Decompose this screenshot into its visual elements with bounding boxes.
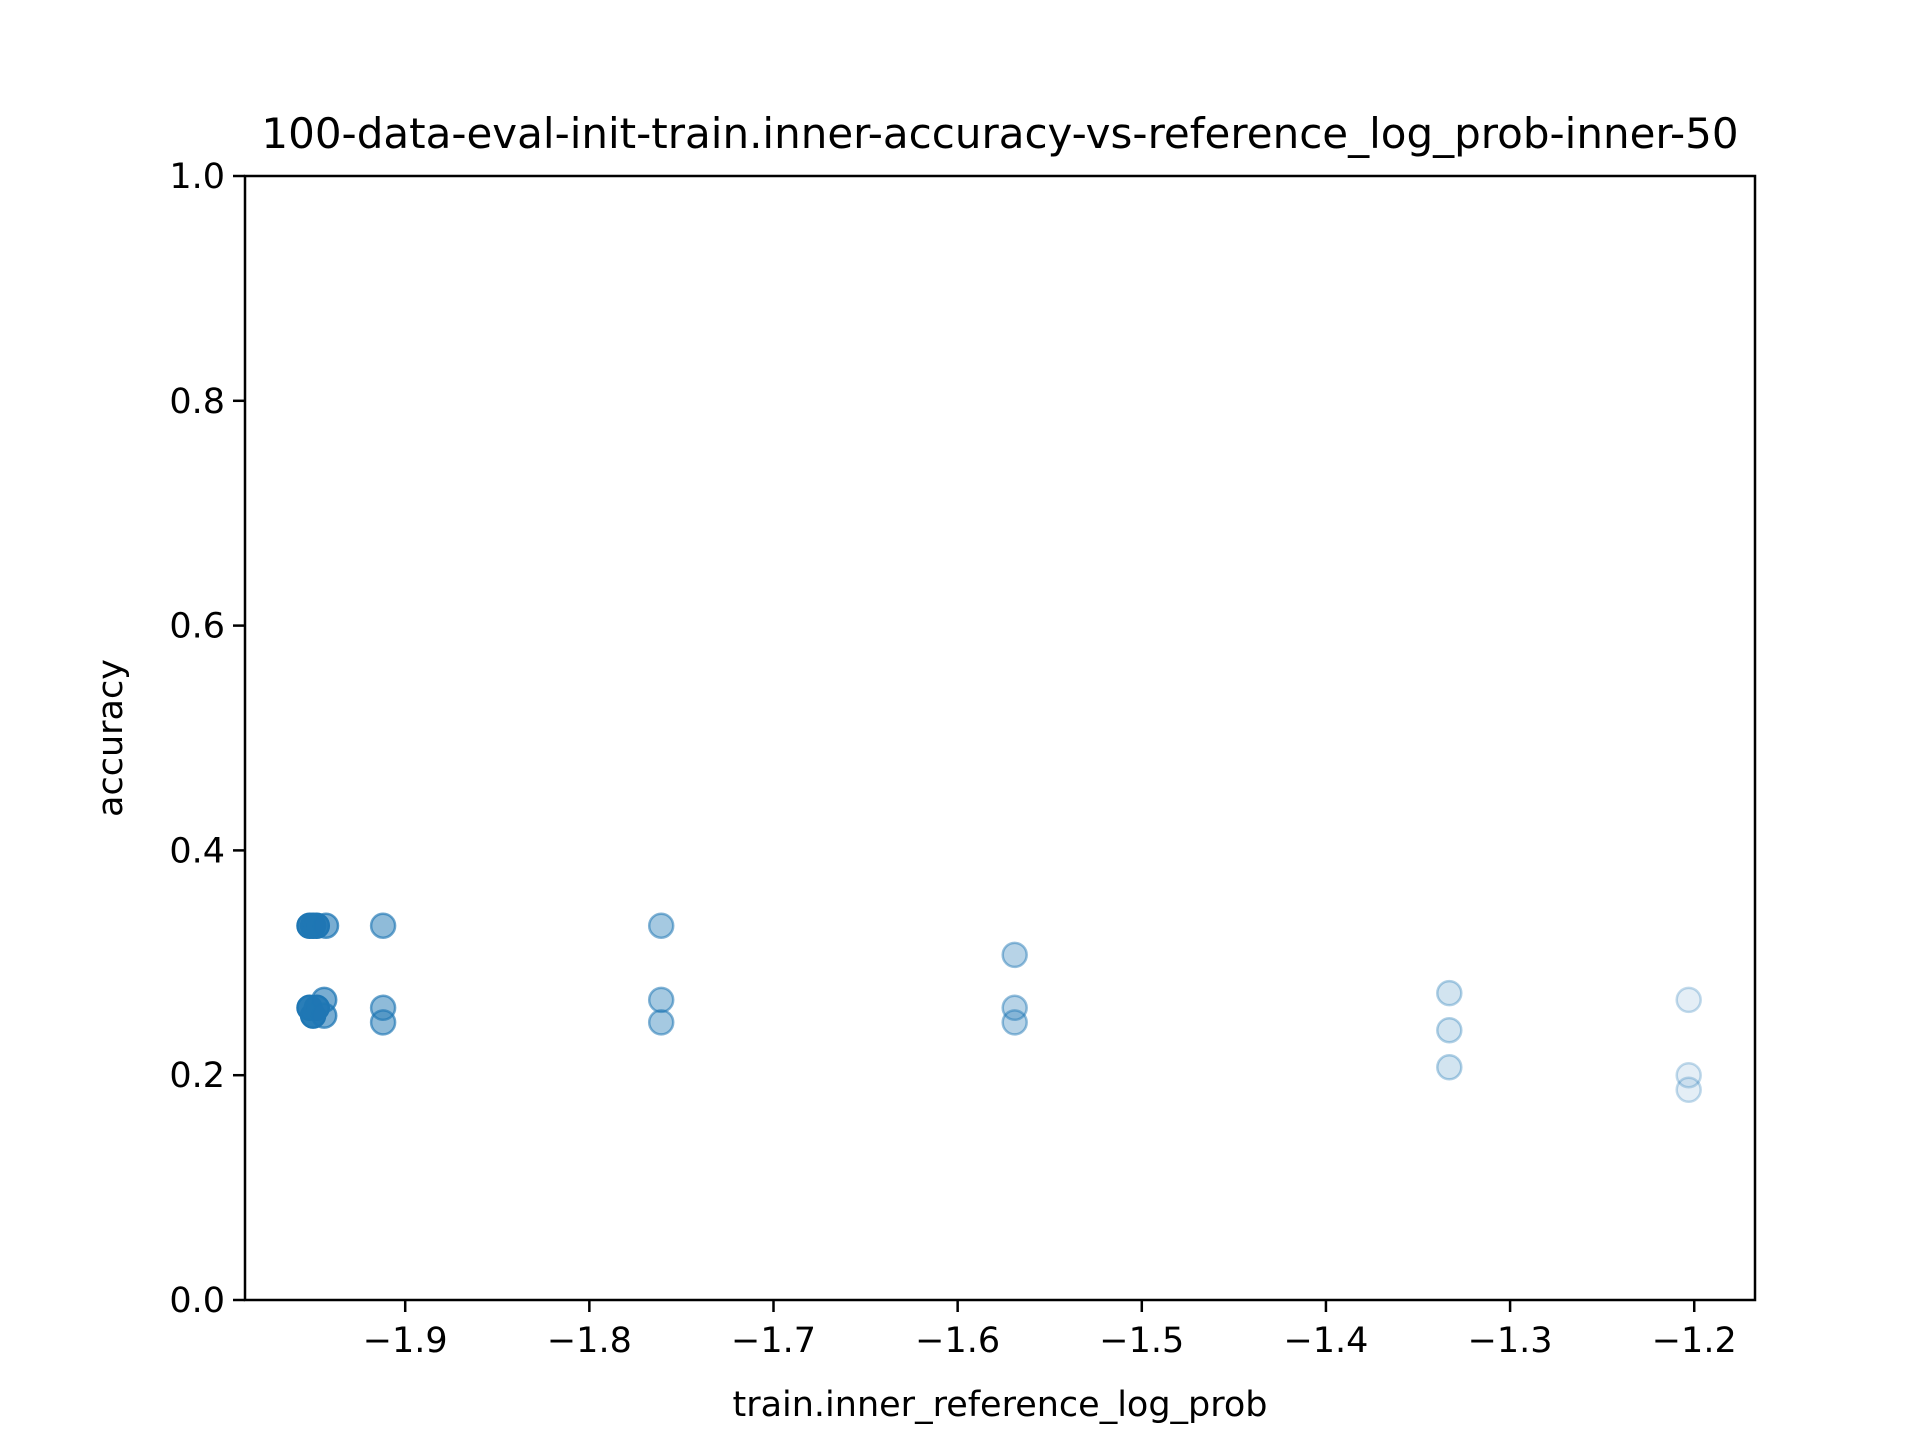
x-tick-label-5: −1.4 [1283, 1321, 1368, 1361]
y-axis-label: accuracy [91, 659, 131, 817]
data-point-23 [1675, 1076, 1702, 1104]
data-point-17 [1001, 1009, 1028, 1036]
data-point-9 [369, 912, 397, 939]
y-axis-ticks: 0.0 0.2 0.4 0.6 0.8 1.0 [169, 157, 245, 1321]
x-axis-ticks: −1.9 −1.8 −1.7 −1.6 −1.5 −1.4 −1.3 −1.2 [363, 1300, 1737, 1361]
chart-title: 100-data-eval-init-train.inner-accuracy-… [261, 109, 1738, 158]
data-point-19 [1436, 1016, 1463, 1044]
y-tick-label-1: 0.2 [169, 1056, 225, 1096]
x-tick-label-6: −1.3 [1468, 1321, 1553, 1361]
y-tick-label-3: 0.6 [169, 607, 225, 647]
x-tick-label-2: −1.7 [731, 1321, 816, 1361]
x-tick-label-1: −1.8 [547, 1321, 632, 1361]
data-point-11 [369, 1009, 397, 1036]
x-axis-label: train.inner_reference_log_prob [732, 1385, 1267, 1425]
data-point-14 [647, 1009, 675, 1036]
data-point-15 [1001, 941, 1028, 969]
data-point-22 [1675, 1061, 1702, 1089]
data-point-8 [310, 1002, 338, 1029]
x-tick-label-3: −1.6 [915, 1321, 1000, 1361]
x-tick-label-7: −1.2 [1652, 1321, 1737, 1361]
data-point-13 [647, 986, 675, 1014]
plot-frame [243, 174, 1757, 1302]
data-point-20 [1436, 1054, 1463, 1081]
data-point-21 [1675, 986, 1702, 1014]
data-point-12 [647, 912, 675, 939]
x-tick-label-4: −1.5 [1099, 1321, 1184, 1361]
points-layer [296, 912, 1702, 1104]
data-point-3 [312, 912, 340, 939]
y-tick-label-0: 0.0 [169, 1281, 225, 1321]
data-point-18 [1436, 979, 1463, 1007]
data-point-16 [1001, 994, 1028, 1022]
y-tick-label-4: 0.8 [169, 382, 225, 422]
y-tick-label-2: 0.4 [169, 831, 225, 871]
y-tick-label-5: 1.0 [169, 157, 225, 197]
x-tick-label-0: −1.9 [363, 1321, 448, 1361]
